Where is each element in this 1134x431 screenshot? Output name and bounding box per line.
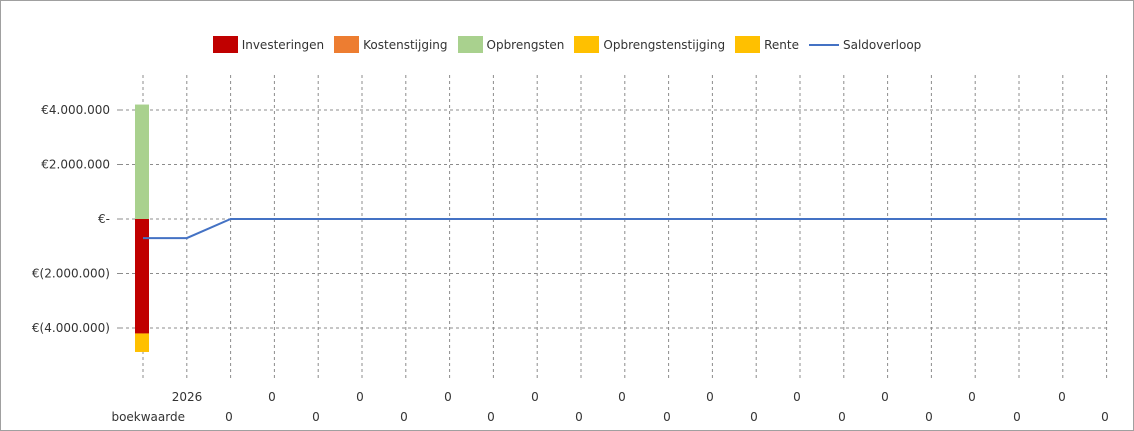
row2-label-4: 0 xyxy=(575,410,583,424)
row2-label-2: 0 xyxy=(400,410,408,424)
row2-label-9: 0 xyxy=(1013,410,1021,424)
legend-item-opbrengstenstijging: Opbrengstenstijging xyxy=(574,36,725,53)
y-tick-label-2: €- xyxy=(98,212,110,226)
y-tick-label-1: €2.000.000 xyxy=(41,158,110,172)
row1-label-0: 2026 xyxy=(172,390,203,404)
row1-label-6: 0 xyxy=(706,390,714,404)
y-tick-label-4: €(4.000.000) xyxy=(32,321,110,335)
row1-label-9: 0 xyxy=(968,390,976,404)
legend-label-saldoverloop: Saldoverloop xyxy=(842,37,922,52)
legend-swatch-opbrengsten xyxy=(457,36,483,53)
legend-item-investeringen: Investeringen xyxy=(212,36,325,53)
row2-label-8: 0 xyxy=(925,410,933,424)
bar-investeringen xyxy=(135,219,149,334)
row1-label-8: 0 xyxy=(881,390,889,404)
legend-item-kostenstijging: Kostenstijging xyxy=(334,36,448,53)
legend-item-rente: Rente xyxy=(735,36,799,53)
row1-label-2: 0 xyxy=(356,390,364,404)
row1-label-5: 0 xyxy=(618,390,626,404)
legend-label-opbrengstenstijging: Opbrengstenstijging xyxy=(603,37,726,52)
legend-label-rente: Rente xyxy=(764,37,799,52)
legend-label-investeringen: Investeringen xyxy=(241,37,325,52)
row2-label-5: 0 xyxy=(663,410,671,424)
legend-swatch-investeringen xyxy=(212,36,238,53)
line-saldoverloop xyxy=(143,218,1107,240)
row1-label-3: 0 xyxy=(444,390,452,404)
legend-label-kostenstijging: Kostenstijging xyxy=(363,37,448,52)
row2-title: boekwaarde xyxy=(111,410,185,424)
legend-swatch-kostenstijging xyxy=(334,36,360,53)
row2-label-7: 0 xyxy=(838,410,846,424)
row2-label-6: 0 xyxy=(750,410,758,424)
row1-label-4: 0 xyxy=(531,390,539,404)
bar-opbrengsten xyxy=(135,104,149,219)
row2-label-3: 0 xyxy=(487,410,495,424)
legend-swatch-rente xyxy=(735,36,761,53)
legend-label-opbrengsten: Opbrengsten xyxy=(486,37,565,52)
bar-rente xyxy=(135,333,149,352)
row2-label-1: 0 xyxy=(312,410,320,424)
legend-item-saldoverloop: Saldoverloop xyxy=(808,37,922,52)
row1-label-1: 0 xyxy=(268,390,276,404)
legend-swatch-opbrengstenstijging xyxy=(574,36,600,53)
row2-label-0: 0 xyxy=(225,410,233,424)
y-tick-label-3: €(2.000.000) xyxy=(32,267,110,281)
chart-legend: Investeringen Kostenstijging Opbrengsten… xyxy=(0,36,1134,53)
legend-swatch-saldoverloop xyxy=(808,43,839,46)
legend-item-opbrengsten: Opbrengsten xyxy=(457,36,565,53)
y-tick-label-0: €4.000.000 xyxy=(41,103,110,117)
row1-label-10: 0 xyxy=(1058,390,1066,404)
row1-label-7: 0 xyxy=(793,390,801,404)
row2-label-10: 0 xyxy=(1101,410,1109,424)
